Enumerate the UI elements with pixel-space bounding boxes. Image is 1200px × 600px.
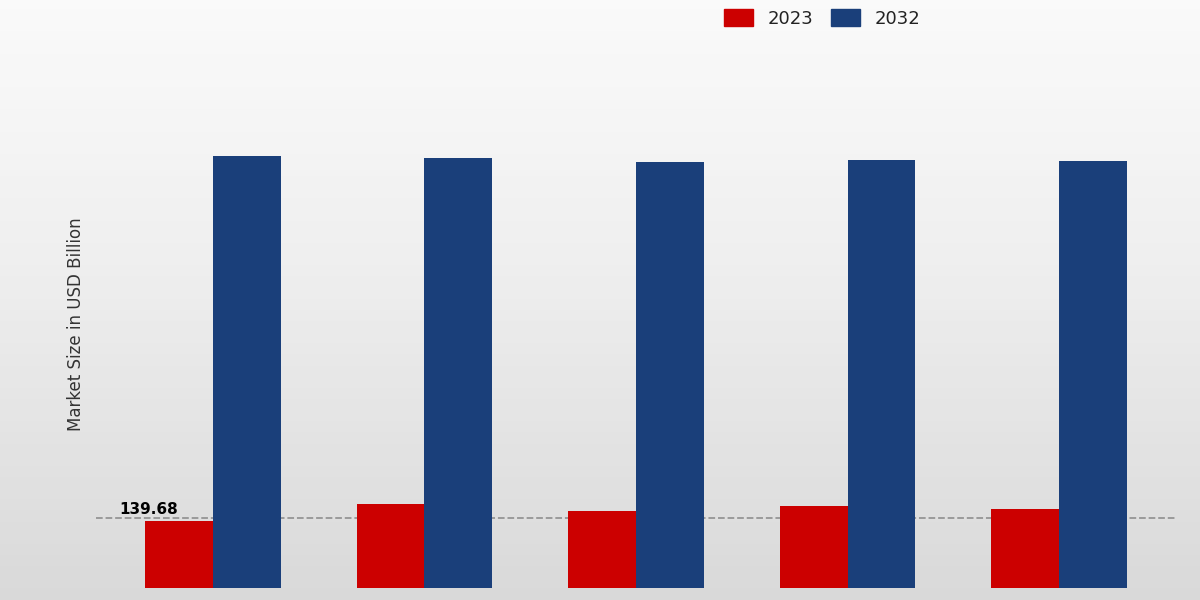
Bar xyxy=(212,156,281,588)
Bar xyxy=(1060,161,1127,588)
Legend: 2023, 2032: 2023, 2032 xyxy=(715,1,929,37)
Bar xyxy=(569,511,636,588)
Text: 139.68: 139.68 xyxy=(120,502,179,517)
Bar xyxy=(425,158,492,588)
Bar xyxy=(145,521,212,588)
Y-axis label: Market Size in USD Billion: Market Size in USD Billion xyxy=(67,217,85,431)
Bar xyxy=(636,162,703,588)
Bar xyxy=(780,506,847,588)
Bar xyxy=(847,160,916,588)
Bar xyxy=(356,504,425,588)
Bar xyxy=(991,509,1060,588)
